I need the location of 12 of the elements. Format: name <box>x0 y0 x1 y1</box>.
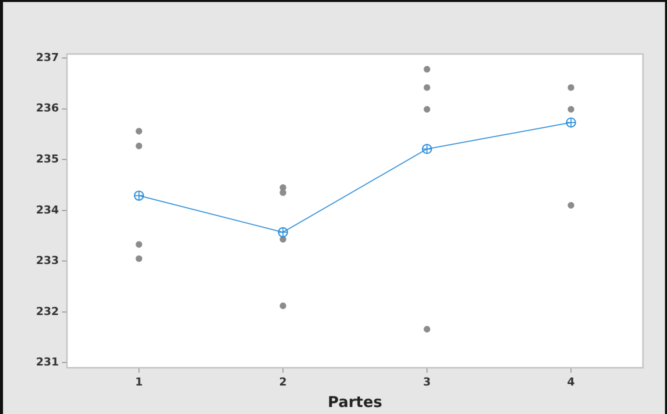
y-tick-label: 234 <box>36 203 60 216</box>
x-axis-title: Partes <box>328 392 382 411</box>
x-tick-label: 4 <box>567 375 576 388</box>
y-tick-label: 235 <box>36 152 59 166</box>
x-tick-label: 3 <box>423 375 431 388</box>
y-tick-label: 231 <box>36 356 59 369</box>
y-tick-label: 236 <box>36 102 60 115</box>
x-tick-label: 2 <box>279 375 287 388</box>
y-tick-label: 232 <box>36 304 59 318</box>
y-tick-label: 233 <box>36 254 59 268</box>
x-tick-label: 1 <box>135 375 143 388</box>
y-tick-label: 237 <box>36 50 59 64</box>
